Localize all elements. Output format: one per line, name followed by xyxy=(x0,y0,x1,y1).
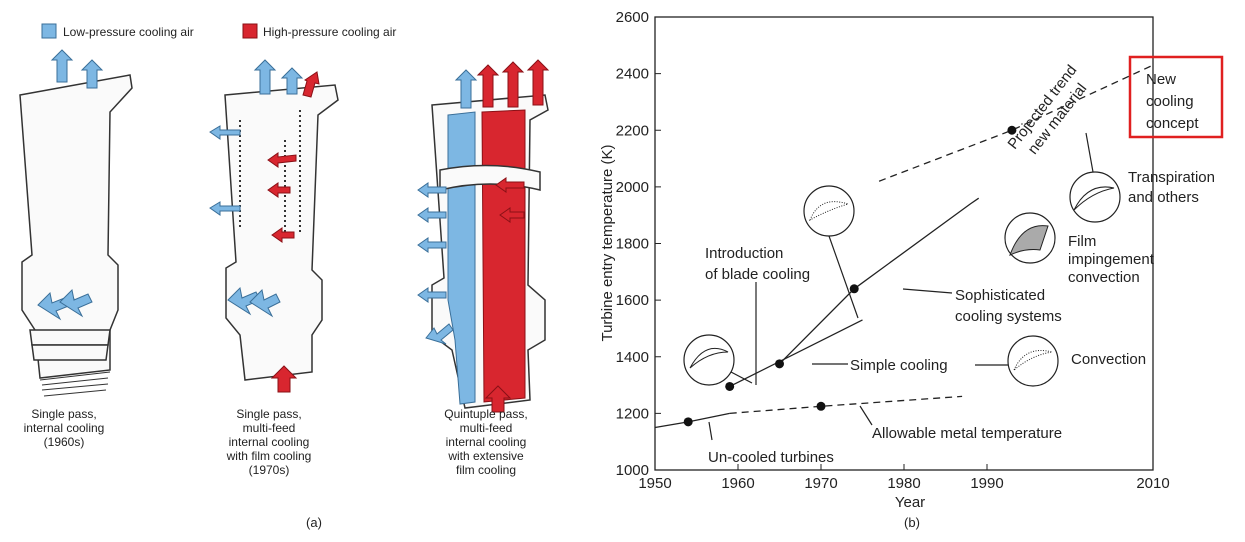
x-tick-label: 1980 xyxy=(887,475,920,492)
legend-swatch xyxy=(242,23,258,39)
data-point xyxy=(816,401,826,411)
annotation: concept xyxy=(1146,115,1199,132)
y-tick-label: 2000 xyxy=(616,179,649,196)
annotation: of blade cooling xyxy=(705,266,810,283)
caption: Single pass, xyxy=(236,407,301,421)
caption: internal cooling xyxy=(446,435,527,449)
x-tick-label: 1970 xyxy=(804,475,837,492)
caption: film cooling xyxy=(456,463,516,477)
x-tick-label: 1990 xyxy=(970,475,1003,492)
y-tick-label: 1000 xyxy=(616,462,649,479)
data-point xyxy=(849,284,859,294)
x-axis-title: Year xyxy=(895,494,925,511)
caption: internal cooling xyxy=(24,421,105,435)
panel-label: (b) xyxy=(904,515,920,530)
annotation: and others xyxy=(1128,189,1199,206)
legend-label: Low-pressure cooling air xyxy=(63,25,194,39)
annotation: Transpiration xyxy=(1128,169,1215,186)
data-point xyxy=(683,417,693,427)
data-point xyxy=(1007,125,1017,135)
annotation: convection xyxy=(1068,269,1140,286)
trend-line xyxy=(878,64,1154,182)
annotation: Introduction xyxy=(705,245,783,262)
annotation: cooling xyxy=(1146,93,1194,110)
y-tick-label: 1800 xyxy=(616,236,649,253)
x-tick-label: 2010 xyxy=(1136,475,1169,492)
annotation: cooling systems xyxy=(955,308,1062,325)
caption: with extensive xyxy=(447,449,524,463)
panel-label: (a) xyxy=(306,515,322,530)
trend-line xyxy=(729,319,863,388)
caption: (1960s) xyxy=(44,435,85,449)
y-axis-title: Turbine entry temperature (K) xyxy=(599,144,616,341)
x-tick-label: 1960 xyxy=(721,475,754,492)
trend-line xyxy=(729,395,963,415)
caption: with film cooling xyxy=(226,449,312,463)
data-point xyxy=(725,381,735,391)
legend-swatch xyxy=(41,23,57,39)
annotation-leaders xyxy=(683,55,1224,441)
y-tick-label: 1600 xyxy=(616,292,649,309)
y-tick-label: 1200 xyxy=(616,405,649,422)
annotation: Sophisticated xyxy=(955,287,1045,304)
x-tick-label: 1950 xyxy=(638,475,671,492)
caption: (1970s) xyxy=(249,463,290,477)
annotation: Allowable metal temperature xyxy=(872,425,1062,442)
y-tick-label: 2200 xyxy=(616,122,649,139)
y-tick-label: 1400 xyxy=(616,349,649,366)
annotation: Simple cooling xyxy=(850,357,948,374)
annotation: Convection xyxy=(1071,351,1146,368)
blade-illustration xyxy=(19,49,133,397)
annotation: New xyxy=(1146,71,1176,88)
annotation: impingement xyxy=(1068,251,1155,268)
caption: internal cooling xyxy=(229,435,310,449)
annotation: Un-cooled turbines xyxy=(708,449,834,466)
caption: multi-feed xyxy=(460,421,513,435)
annotation: Film xyxy=(1068,233,1096,250)
trend-line xyxy=(779,197,980,365)
y-tick-label: 2400 xyxy=(616,66,649,83)
legend-label: High-pressure cooling air xyxy=(263,25,396,39)
caption: Quintuple pass, xyxy=(444,407,527,421)
data-point xyxy=(775,359,784,369)
caption: Single pass, xyxy=(31,407,96,421)
blade-illustration xyxy=(209,59,339,393)
caption: multi-feed xyxy=(243,421,296,435)
y-tick-label: 2600 xyxy=(616,9,649,26)
blade-illustration xyxy=(417,59,550,413)
